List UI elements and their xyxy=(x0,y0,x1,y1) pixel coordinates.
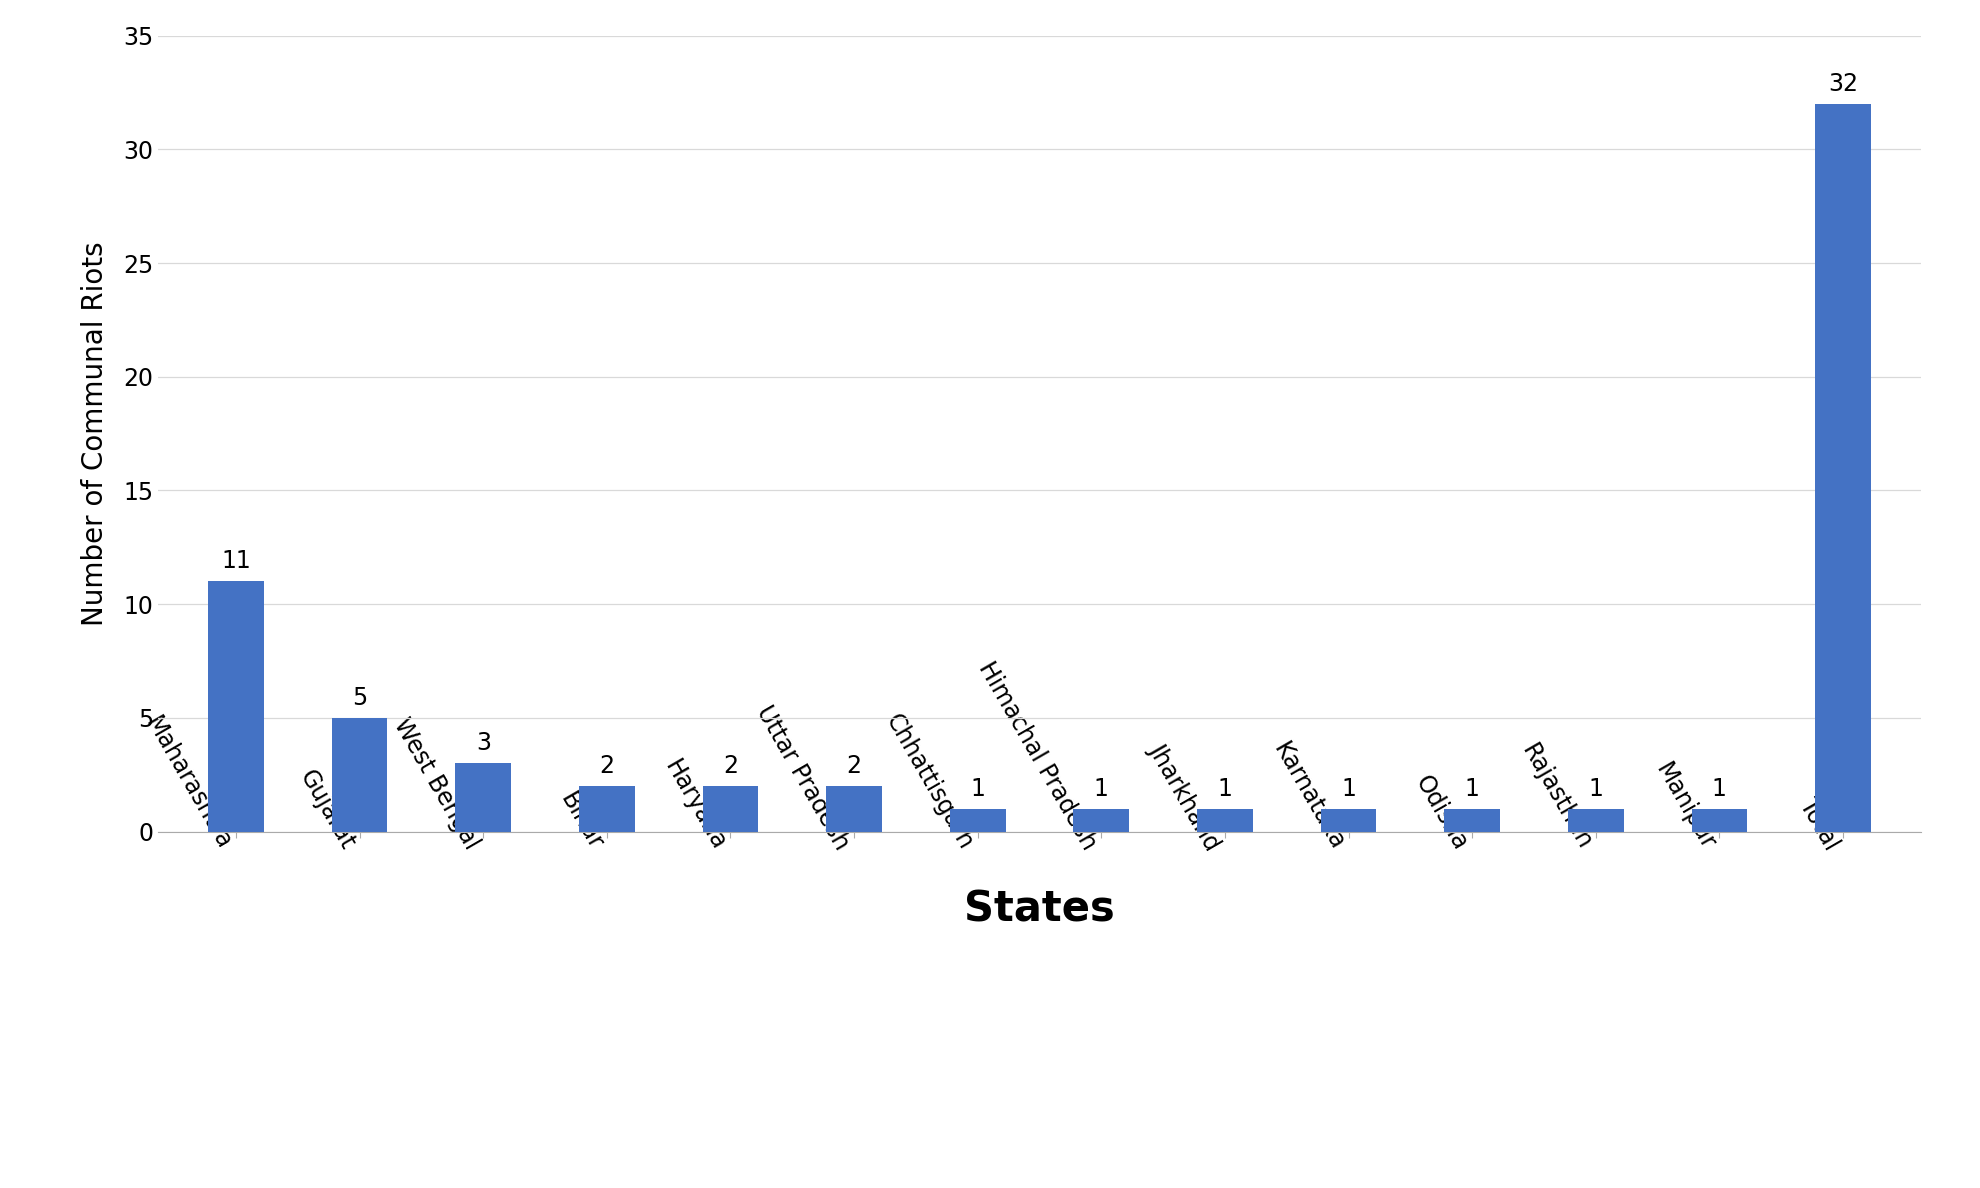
Bar xyxy=(703,786,758,832)
X-axis label: States: States xyxy=(964,889,1115,930)
Bar xyxy=(1443,809,1501,832)
Text: 3: 3 xyxy=(475,732,491,756)
Bar xyxy=(578,786,636,832)
Bar xyxy=(1568,809,1624,832)
Bar xyxy=(1073,809,1129,832)
Bar xyxy=(333,718,388,832)
Bar xyxy=(1198,809,1253,832)
Text: 1: 1 xyxy=(1465,777,1479,801)
Bar xyxy=(950,809,1006,832)
Text: 1: 1 xyxy=(1218,777,1232,801)
Bar xyxy=(208,581,263,832)
Bar xyxy=(826,786,881,832)
Text: 2: 2 xyxy=(600,754,614,778)
Text: 1: 1 xyxy=(1588,777,1604,801)
Text: 2: 2 xyxy=(847,754,861,778)
Y-axis label: Number of Communal Riots: Number of Communal Riots xyxy=(81,241,109,626)
Bar xyxy=(1816,103,1871,832)
Text: 1: 1 xyxy=(1340,777,1356,801)
Bar xyxy=(1321,809,1376,832)
Text: 5: 5 xyxy=(352,685,368,710)
Text: 11: 11 xyxy=(222,550,251,574)
Text: 32: 32 xyxy=(1828,72,1857,96)
Text: 2: 2 xyxy=(723,754,739,778)
Text: 1: 1 xyxy=(1713,777,1727,801)
Bar xyxy=(455,764,511,832)
Text: 1: 1 xyxy=(1093,777,1109,801)
Bar xyxy=(1691,809,1746,832)
Text: 1: 1 xyxy=(970,777,986,801)
